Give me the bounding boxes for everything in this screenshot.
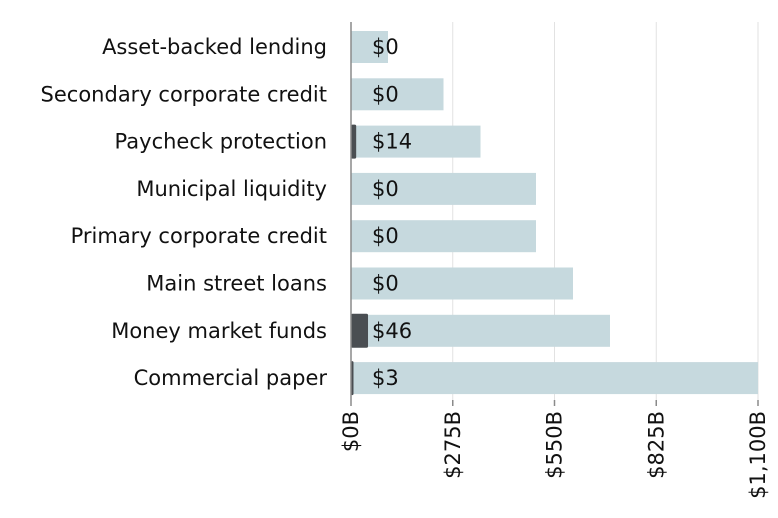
- capacity-bar-primary-corporate-credit: [351, 220, 536, 253]
- category-label-main-street-loans: Main street loans: [146, 272, 327, 296]
- capacity-bar-municipal-liquidity: [351, 172, 536, 205]
- category-label-asset-backed-lending: Asset-backed lending: [102, 35, 327, 59]
- capacity-bar-asset-backed-lending: [351, 31, 388, 63]
- category-label-primary-corporate-credit: Primary corporate credit: [71, 224, 327, 248]
- value-label-money-market-funds: $46: [372, 319, 412, 343]
- x-tick-label-275b: $275B: [441, 411, 465, 479]
- x-tick-label-1-100b: $1,100B: [746, 411, 770, 499]
- capacity-bar-secondary-corporate-credit: [351, 78, 444, 111]
- value-label-primary-corporate-credit: $0: [372, 224, 399, 248]
- capacity-bar-paycheck-protection: [351, 125, 481, 158]
- capacity-bar-money-market-funds: [351, 314, 610, 347]
- x-tick-label-825b: $825B: [644, 411, 668, 479]
- value-label-secondary-corporate-credit: $0: [372, 82, 399, 106]
- value-label-main-street-loans: $0: [372, 272, 399, 296]
- used-bar-paycheck-protection: [351, 124, 357, 159]
- value-label-municipal-liquidity: $0: [372, 177, 399, 201]
- x-tick-label-0b: $0B: [339, 411, 363, 452]
- used-bar-money-market-funds: [351, 313, 369, 348]
- x-tick-label-550b: $550B: [543, 411, 567, 479]
- category-label-secondary-corporate-credit: Secondary corporate credit: [41, 82, 327, 106]
- labels: Asset-backed lending $0 Secondary corporat…: [41, 35, 770, 499]
- value-label-paycheck-protection: $14: [372, 130, 412, 154]
- axes: [350, 22, 759, 406]
- category-label-paycheck-protection: Paycheck protection: [115, 130, 327, 154]
- category-label-municipal-liquidity: Municipal liquidity: [136, 177, 327, 201]
- value-label-asset-backed-lending: $0: [372, 35, 399, 59]
- bars: [351, 31, 758, 396]
- category-label-commercial-paper: Commercial paper: [134, 366, 328, 390]
- category-label-money-market-funds: Money market funds: [111, 319, 327, 343]
- value-label-commercial-paper: $3: [372, 366, 399, 390]
- capacity-bar-commercial-paper: [351, 362, 758, 395]
- capacity-bar-main-street-loans: [351, 267, 573, 300]
